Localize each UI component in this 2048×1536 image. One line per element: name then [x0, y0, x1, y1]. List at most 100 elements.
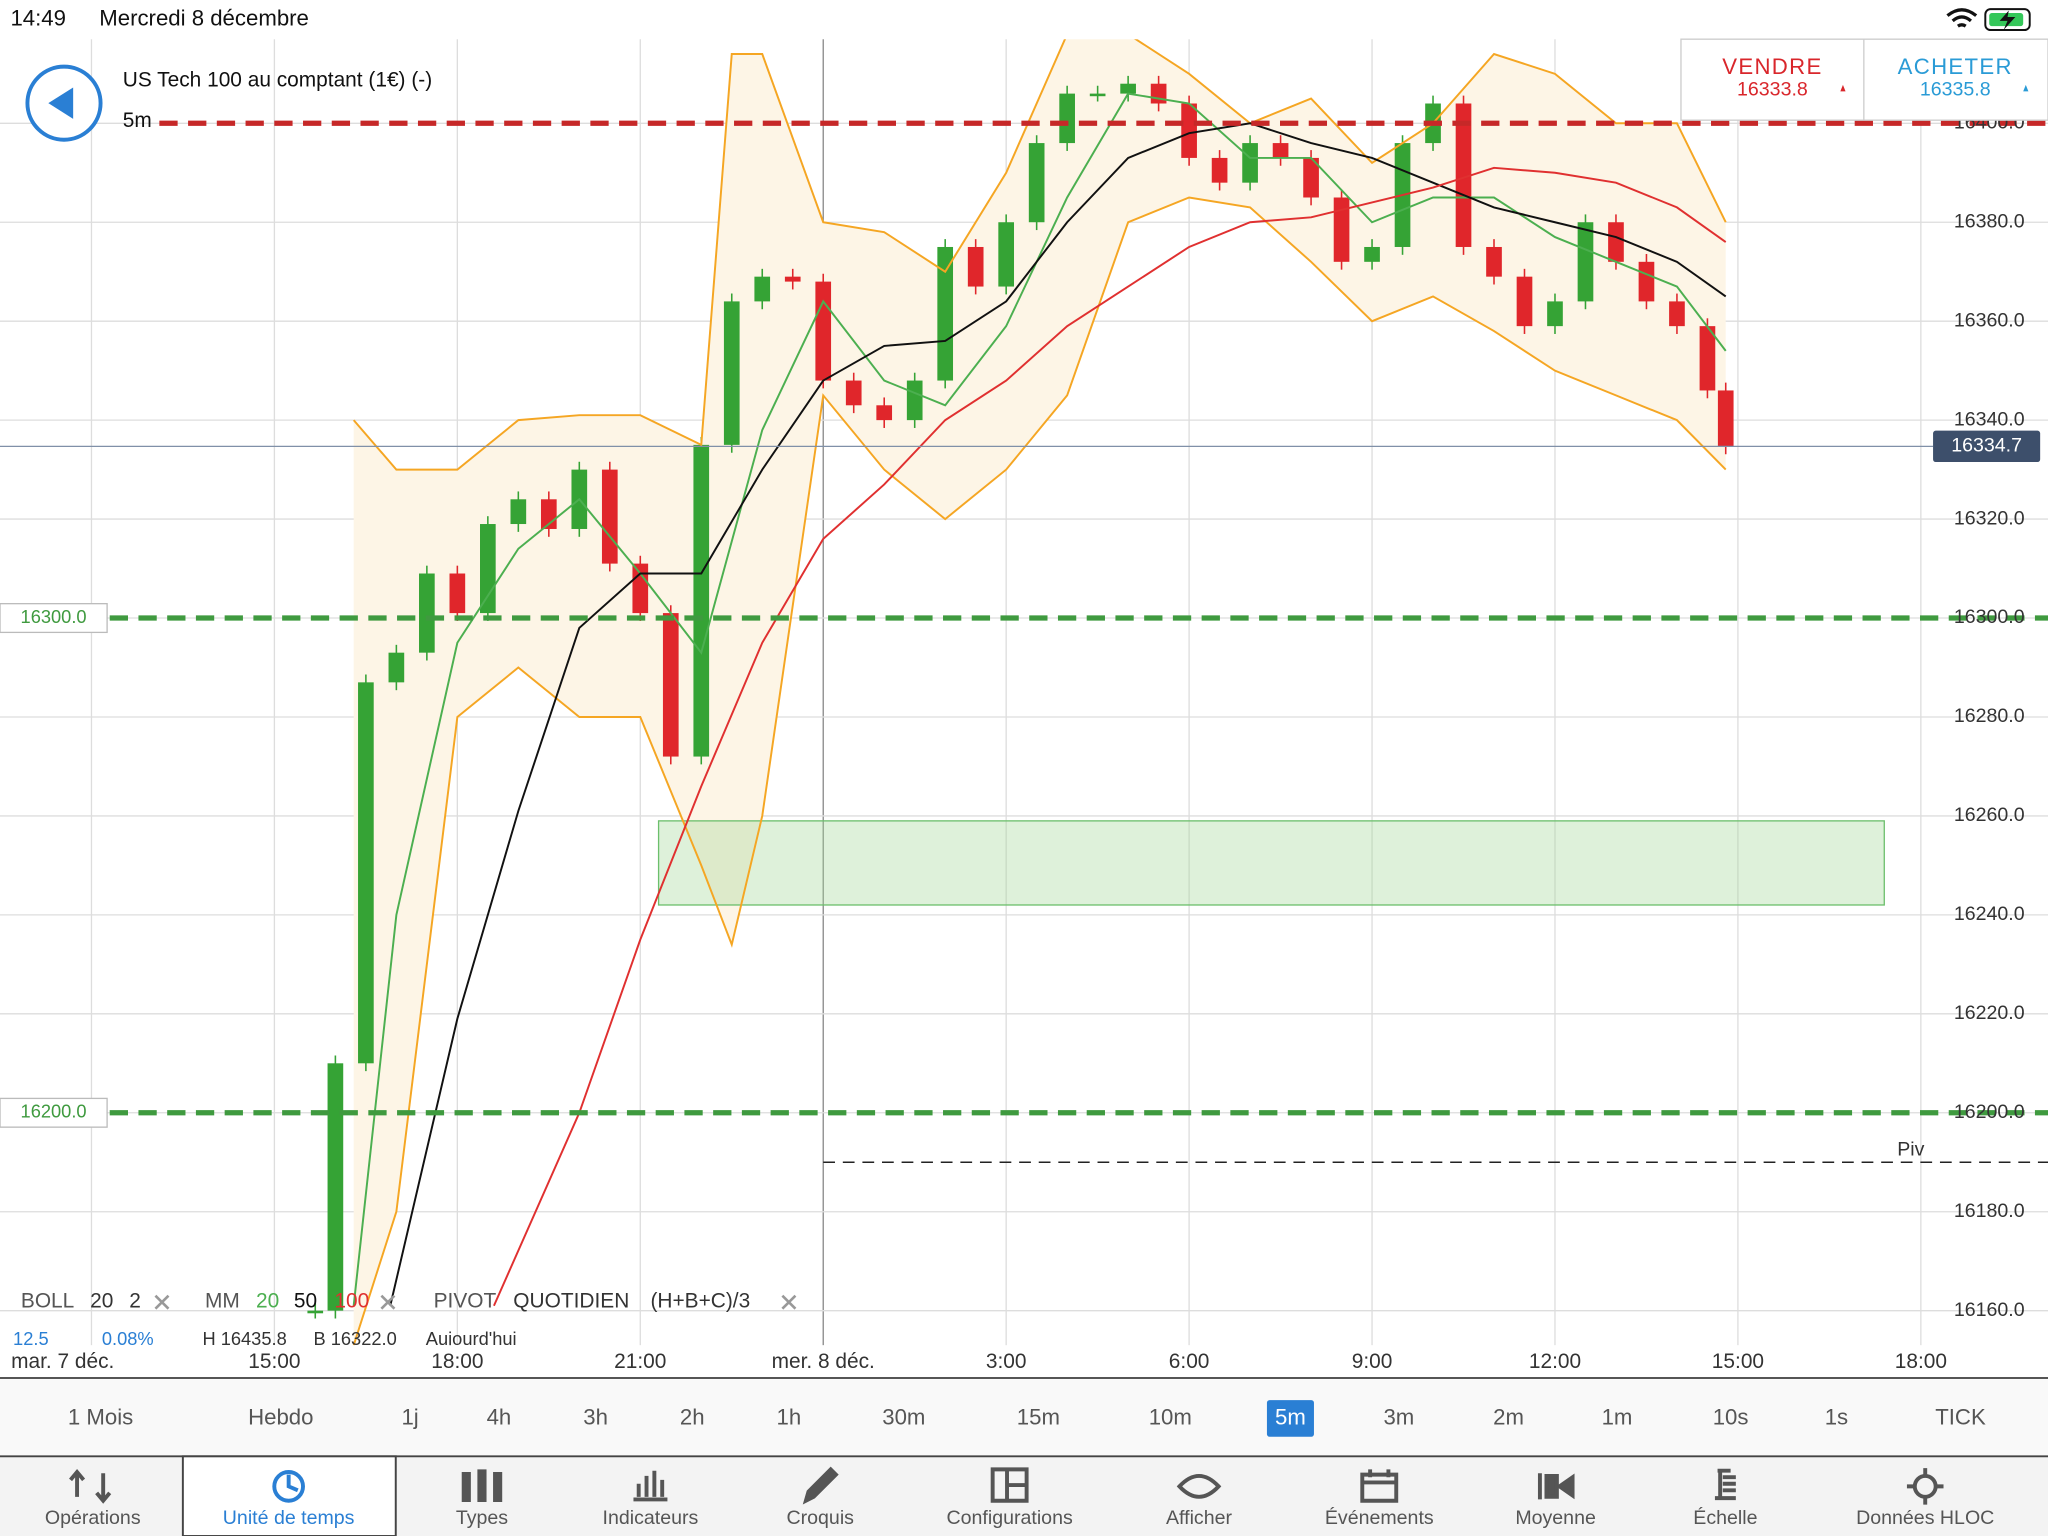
tab-label[interactable]: Données HLOC: [1856, 1507, 1994, 1529]
bollinger-lower: [352, 196, 1727, 1346]
tab-label[interactable]: Types: [456, 1507, 508, 1529]
timeframe-option[interactable]: 15m: [1017, 1404, 1060, 1429]
candle: [1333, 197, 1350, 262]
bollinger-upper: [352, 39, 1727, 471]
info-text: B 16322.0: [313, 1328, 396, 1349]
tab-label[interactable]: Événements: [1325, 1506, 1434, 1529]
y-tick-label: 16320.0: [1954, 507, 2025, 529]
timeframe-option[interactable]: 4h: [487, 1404, 512, 1429]
candle: [480, 524, 496, 614]
timeframe-option[interactable]: 1s: [1825, 1404, 1848, 1429]
candle: [937, 246, 954, 381]
level-label: 16300.0: [21, 606, 87, 627]
remove-indicator-icon[interactable]: [154, 1294, 170, 1310]
candle: [876, 405, 893, 421]
tab-icon[interactable]: [633, 1470, 668, 1502]
info-row: 12.5 0.08% H 16435.8 B 16322.0 Aujourd'hui: [13, 1328, 517, 1349]
tab-label[interactable]: Unité de temps: [223, 1507, 355, 1529]
timeframe-option[interactable]: TICK: [1935, 1404, 1986, 1429]
x-tick-label: 15:00: [248, 1350, 300, 1373]
indicator-legend-text[interactable]: PIVOT: [434, 1290, 497, 1313]
indicator-legend-text[interactable]: 2: [129, 1290, 141, 1313]
y-tick-label: 16180.0: [1954, 1200, 2025, 1222]
info-text: Aujourd'hui: [426, 1328, 517, 1349]
indicator-legend-text[interactable]: 50: [294, 1290, 317, 1313]
timeframe-option[interactable]: 1 Mois: [68, 1404, 133, 1429]
tab-icon[interactable]: [1537, 1473, 1575, 1500]
instrument-name: US Tech 100 au comptant (1€) (-): [123, 68, 432, 91]
quote-arrow: [2023, 84, 2029, 92]
candle: [784, 276, 801, 282]
tab-icon[interactable]: [990, 1467, 1029, 1503]
moving-average: [389, 122, 1727, 1306]
indicator-legend-text[interactable]: 20: [90, 1290, 113, 1313]
tab-icon[interactable]: [802, 1466, 839, 1505]
timeframe-option[interactable]: 2m: [1493, 1404, 1524, 1429]
quote-buy-price[interactable]: 16335.8: [1920, 78, 1991, 100]
indicator-legend-text[interactable]: (H+B+C)/3: [650, 1290, 750, 1313]
tab-label[interactable]: Afficher: [1166, 1507, 1232, 1529]
status-time: 14:49: [10, 5, 66, 30]
timeframe-option[interactable]: 3m: [1383, 1404, 1414, 1429]
candle: [1547, 301, 1563, 327]
candle: [1120, 83, 1136, 94]
candle: [632, 563, 649, 614]
indicator-legend-text[interactable]: QUOTIDIEN: [513, 1290, 629, 1313]
indicator-legend-text[interactable]: 100: [334, 1290, 369, 1313]
tab-label[interactable]: Échelle: [1693, 1506, 1757, 1529]
remove-indicator-icon[interactable]: [781, 1294, 797, 1310]
quote-sell-label[interactable]: VENDRE: [1722, 54, 1822, 79]
tab-icon[interactable]: [286, 1474, 299, 1493]
tab-label[interactable]: Configurations: [947, 1507, 1073, 1529]
tab-label[interactable]: Opérations: [45, 1507, 141, 1529]
candle: [510, 499, 527, 525]
x-tick-label: 18:00: [431, 1350, 483, 1373]
candle: [1150, 83, 1167, 104]
timeframe-option[interactable]: 2h: [680, 1404, 705, 1429]
candle: [327, 1063, 344, 1311]
tab-icon[interactable]: [1714, 1468, 1736, 1501]
timeframe-option[interactable]: 5m: [1275, 1404, 1306, 1429]
candle: [449, 573, 466, 614]
tab-label[interactable]: Indicateurs: [603, 1507, 699, 1529]
candle: [1516, 276, 1533, 327]
remove-indicator-icon[interactable]: [380, 1294, 396, 1310]
indicator-legend-text[interactable]: BOLL: [21, 1290, 74, 1313]
x-tick-label: 6:00: [1169, 1350, 1210, 1373]
candle: [1089, 93, 1106, 97]
candle: [1272, 143, 1289, 158]
level-label: 16200.0: [21, 1101, 87, 1122]
timeframe-option[interactable]: 1m: [1602, 1404, 1633, 1429]
timeframe-option[interactable]: 1h: [777, 1404, 802, 1429]
y-tick-label: 16360.0: [1954, 309, 2025, 331]
candle: [1211, 157, 1228, 183]
info-text: 0.08%: [102, 1328, 154, 1349]
candle: [998, 222, 1015, 287]
timeframe-option[interactable]: Hebdo: [248, 1404, 313, 1429]
timeframe-option[interactable]: 30m: [882, 1404, 925, 1429]
indicator-legend-text[interactable]: MM: [205, 1290, 240, 1313]
tab-icon[interactable]: [1176, 1473, 1222, 1499]
tab-label[interactable]: Moyenne: [1515, 1507, 1596, 1529]
back-arrow[interactable]: [48, 87, 74, 119]
info-text: 12.5: [13, 1328, 49, 1349]
tab-icon[interactable]: [1360, 1469, 1399, 1503]
candle: [906, 380, 923, 421]
quote-buy-label[interactable]: ACHETER: [1898, 54, 2013, 79]
tab-icon[interactable]: [461, 1469, 503, 1503]
tab-icon[interactable]: [272, 1470, 305, 1503]
tab-label[interactable]: Croquis: [787, 1507, 855, 1529]
candle: [967, 246, 984, 287]
quote-sell-price[interactable]: 16333.8: [1737, 78, 1808, 100]
candle: [601, 469, 618, 564]
indicator-legend-text[interactable]: 20: [256, 1290, 279, 1313]
tab-icon[interactable]: [69, 1468, 112, 1504]
tab-icon[interactable]: [1906, 1468, 1944, 1505]
timeframe-option[interactable]: 1j: [401, 1404, 418, 1429]
timeframe-option[interactable]: 10m: [1149, 1404, 1192, 1429]
candle: [662, 613, 679, 757]
candle: [1028, 143, 1045, 223]
timeframe-option[interactable]: 10s: [1713, 1404, 1749, 1429]
timeframe-option[interactable]: 3h: [583, 1404, 608, 1429]
